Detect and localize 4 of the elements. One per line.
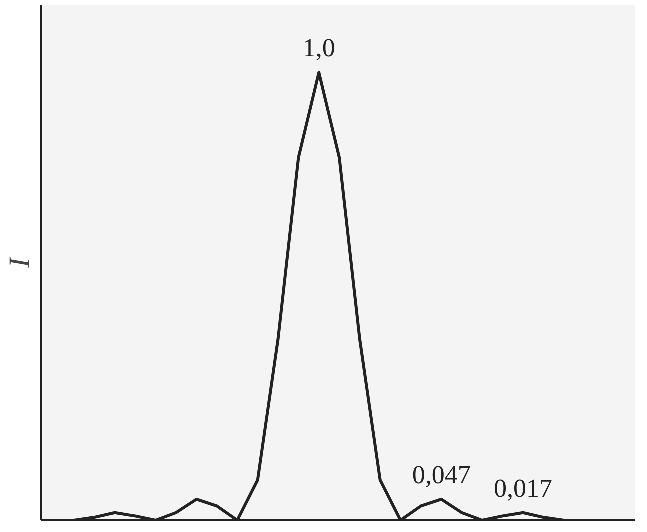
- data-label: 1,0: [302, 34, 336, 63]
- data-label: 0,047: [412, 460, 471, 490]
- y-axis-title: I: [4, 256, 36, 269]
- data-label: 0,017: [494, 474, 552, 503]
